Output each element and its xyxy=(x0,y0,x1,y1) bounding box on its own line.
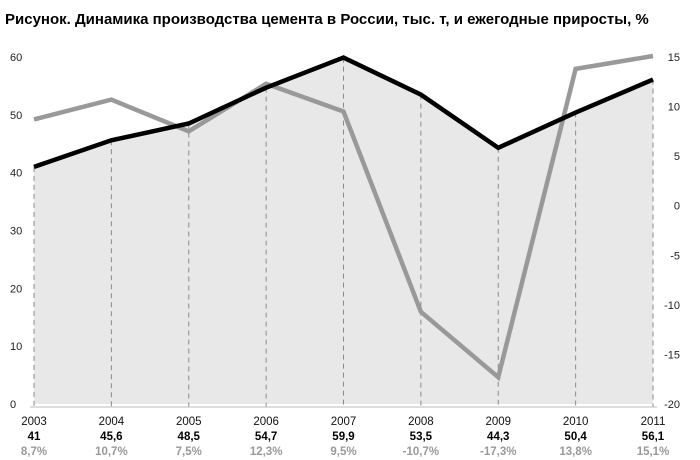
chart-title: Рисунок. Динамика производства цемента в… xyxy=(5,11,649,28)
production-value-label: 50,4 xyxy=(564,431,587,443)
growth-value-label: 7,5% xyxy=(176,446,202,458)
year-label: 2008 xyxy=(408,416,434,428)
right-tick-label: -5 xyxy=(670,250,680,262)
left-tick-label: 50 xyxy=(10,110,22,122)
left-tick-label: 20 xyxy=(10,283,22,295)
growth-value-label: 15,1% xyxy=(637,446,670,458)
year-label: 2006 xyxy=(253,416,279,428)
left-tick-label: 0 xyxy=(10,399,16,411)
production-value-label: 53,5 xyxy=(410,431,433,443)
growth-value-label: 13,8% xyxy=(559,446,592,458)
right-tick-label: 10 xyxy=(668,102,680,114)
lines-layer xyxy=(33,53,654,382)
production-value-label: 56,1 xyxy=(642,431,665,443)
right-tick-label: 0 xyxy=(674,201,680,213)
right-tick-label: -15 xyxy=(664,349,680,361)
growth-value-label: -17,3% xyxy=(480,446,516,458)
labels-layer: 2003 41 8,7% 2004 45,6 10,7% 2005 48,5 7,5% 2006 5… xyxy=(21,416,669,458)
left-tick-label: 40 xyxy=(10,168,22,180)
growth-value-label: 10,7% xyxy=(95,446,128,458)
year-label: 2007 xyxy=(331,416,357,428)
right-tick-label: -10 xyxy=(664,300,680,312)
right-tick-label: 15 xyxy=(668,52,680,64)
year-label: 2004 xyxy=(99,416,125,428)
right-tick-label: 5 xyxy=(674,151,680,163)
growth-value-label: 9,5% xyxy=(330,446,356,458)
year-label: 2010 xyxy=(563,416,589,428)
year-label: 2011 xyxy=(641,416,666,428)
left-tick-label: 10 xyxy=(10,341,22,353)
right-tick-label: -20 xyxy=(664,399,680,411)
left-tick-label: 30 xyxy=(10,226,22,238)
left-tick-label: 60 xyxy=(10,52,22,64)
left-axis: 0 10 20 30 40 50 60 xyxy=(10,52,22,411)
production-value-label: 44,3 xyxy=(487,431,509,443)
production-value-label: 48,5 xyxy=(178,431,201,443)
growth-value-label: 12,3% xyxy=(250,446,283,458)
production-value-label: 45,6 xyxy=(100,431,122,443)
year-label: 2005 xyxy=(176,416,202,428)
production-value-label: 54,7 xyxy=(255,431,277,443)
production-value-label: 41 xyxy=(28,431,41,443)
year-label: 2003 xyxy=(21,416,47,428)
production-value-label: 59,9 xyxy=(332,431,354,443)
year-label: 2009 xyxy=(485,416,511,428)
right-axis: -20 -15 -10 -5 0 5 10 15 xyxy=(664,52,680,411)
growth-value-label: 8,7% xyxy=(21,446,47,458)
growth-value-label: -10,7% xyxy=(403,446,439,458)
